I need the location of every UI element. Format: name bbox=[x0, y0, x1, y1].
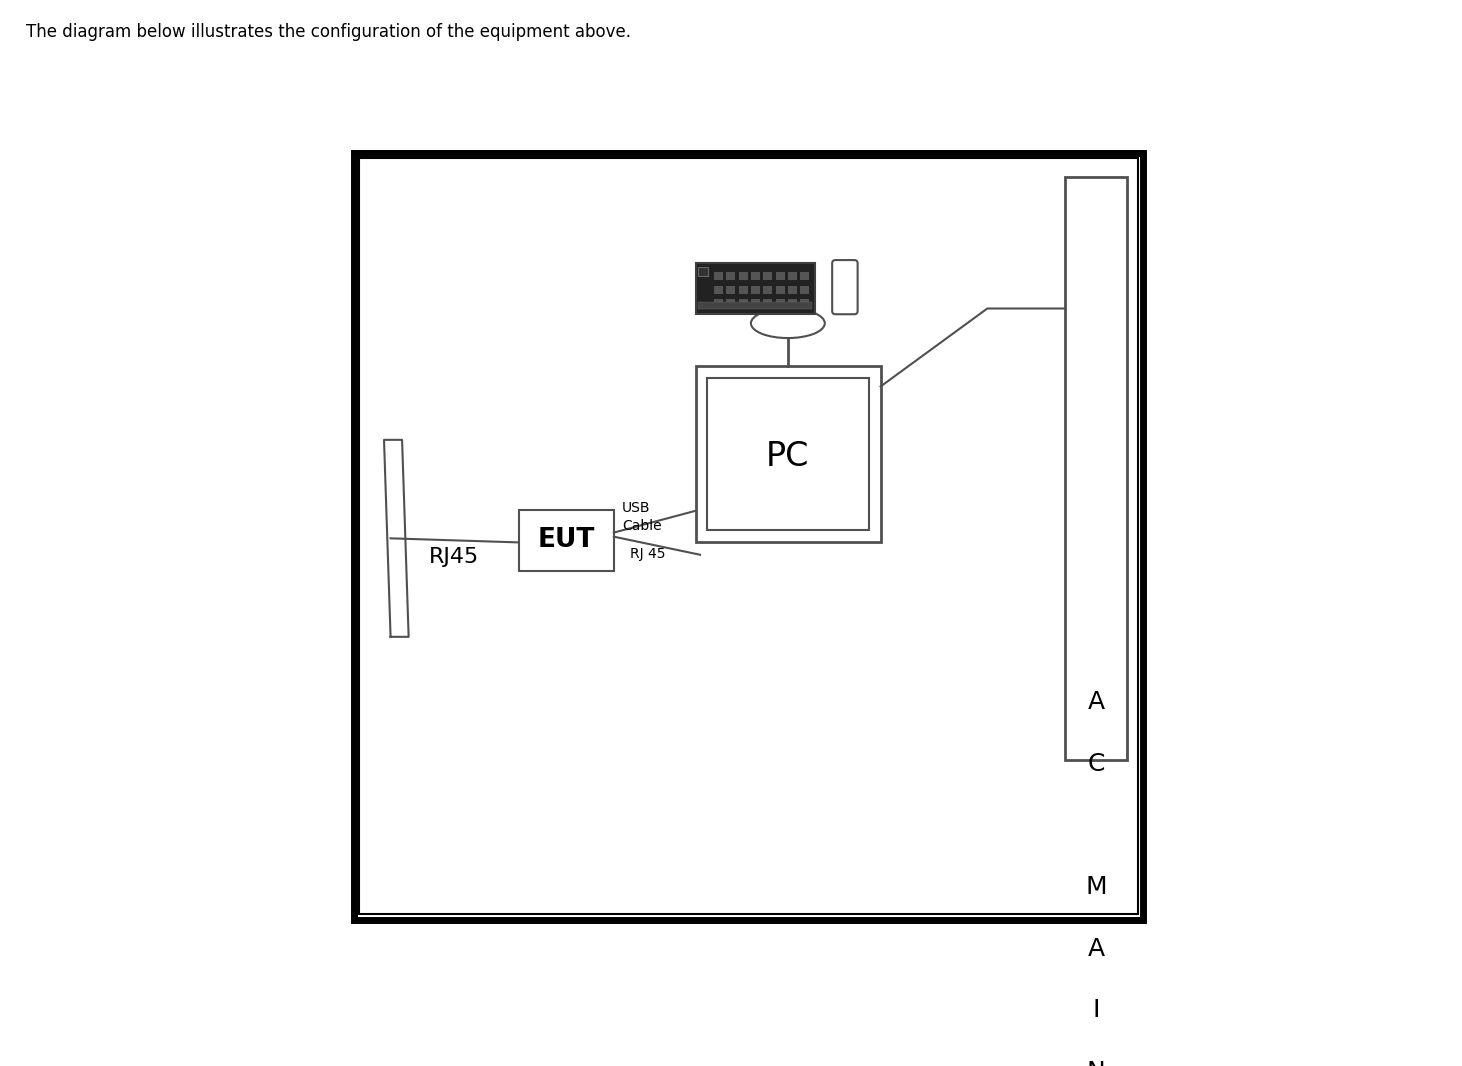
Bar bbox=[738, 272, 747, 279]
Bar bbox=[751, 300, 760, 308]
Bar bbox=[763, 272, 772, 279]
Bar bbox=[713, 300, 724, 308]
Text: RJ45: RJ45 bbox=[428, 547, 480, 567]
Ellipse shape bbox=[751, 308, 825, 338]
Text: N: N bbox=[1086, 1060, 1105, 1066]
Bar bbox=[713, 286, 724, 294]
Text: The diagram below illustrates the configuration of the equipment above.: The diagram below illustrates the config… bbox=[26, 23, 632, 42]
Bar bbox=[738, 286, 747, 294]
Bar bbox=[788, 272, 797, 279]
Bar bbox=[696, 263, 814, 314]
Text: C: C bbox=[1088, 752, 1105, 776]
Bar bbox=[763, 286, 772, 294]
Text: A: A bbox=[1088, 937, 1105, 960]
Bar bbox=[738, 300, 747, 308]
Text: USB
Cable: USB Cable bbox=[621, 501, 662, 533]
Bar bbox=[727, 286, 735, 294]
Bar bbox=[751, 272, 760, 279]
Bar bbox=[800, 286, 808, 294]
Bar bbox=[696, 366, 880, 543]
Bar bbox=[706, 378, 868, 530]
Bar bbox=[519, 510, 614, 571]
Bar bbox=[788, 300, 797, 308]
Bar bbox=[751, 286, 760, 294]
Text: M: M bbox=[1085, 875, 1107, 900]
Text: A: A bbox=[1088, 691, 1105, 714]
FancyBboxPatch shape bbox=[832, 260, 858, 314]
Bar bbox=[699, 268, 708, 276]
Bar bbox=[727, 272, 735, 279]
Text: RJ 45: RJ 45 bbox=[630, 547, 665, 562]
Bar bbox=[775, 286, 785, 294]
Bar bbox=[699, 302, 813, 308]
Bar bbox=[788, 286, 797, 294]
Bar bbox=[727, 300, 735, 308]
Text: EUT: EUT bbox=[538, 528, 595, 553]
Bar bbox=[763, 300, 772, 308]
Bar bbox=[713, 272, 724, 279]
Bar bbox=[775, 300, 785, 308]
Text: I: I bbox=[1092, 998, 1099, 1022]
Bar bbox=[800, 300, 808, 308]
Bar bbox=[1066, 177, 1127, 760]
Bar bbox=[775, 272, 785, 279]
Bar bbox=[800, 272, 808, 279]
Text: PC: PC bbox=[766, 440, 810, 472]
